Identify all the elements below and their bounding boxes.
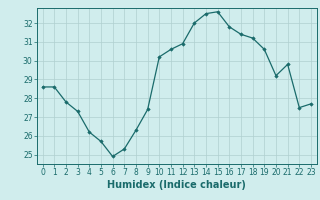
X-axis label: Humidex (Indice chaleur): Humidex (Indice chaleur)	[108, 180, 246, 190]
